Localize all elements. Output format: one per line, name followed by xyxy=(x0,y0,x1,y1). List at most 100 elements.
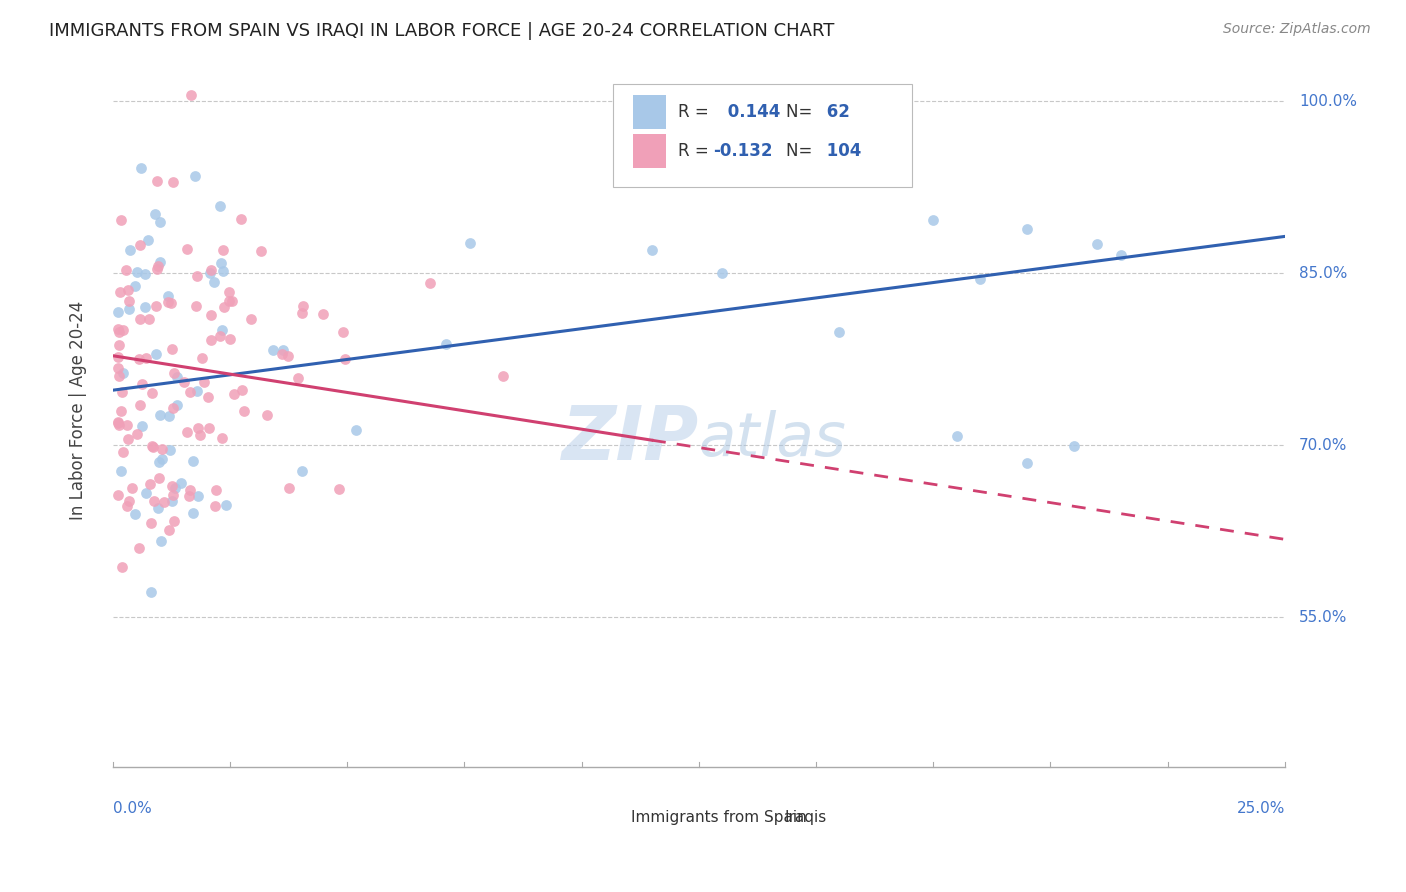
Point xyxy=(160,478,183,492)
Point xyxy=(205,483,228,498)
Point xyxy=(221,293,243,308)
Point xyxy=(212,264,235,278)
Point xyxy=(200,308,222,322)
Point xyxy=(117,283,139,297)
Text: Iraqis: Iraqis xyxy=(785,810,827,825)
Text: -0.132: -0.132 xyxy=(713,142,772,161)
Point xyxy=(108,418,131,433)
Text: 70.0%: 70.0% xyxy=(1299,438,1347,453)
Point xyxy=(278,481,301,495)
Point xyxy=(108,285,131,299)
Point xyxy=(142,440,165,454)
Point xyxy=(150,442,173,456)
Point xyxy=(124,279,146,293)
Point xyxy=(118,494,141,508)
Point xyxy=(287,371,309,385)
Point xyxy=(149,215,172,229)
Point xyxy=(212,300,235,314)
Point xyxy=(922,213,945,227)
Point xyxy=(159,442,181,457)
Text: 62: 62 xyxy=(821,103,849,121)
Point xyxy=(162,487,184,501)
Point xyxy=(128,352,150,367)
Point xyxy=(128,541,150,555)
FancyBboxPatch shape xyxy=(633,134,666,169)
Point xyxy=(333,351,356,366)
Point xyxy=(1015,221,1038,235)
Point xyxy=(211,431,233,445)
FancyBboxPatch shape xyxy=(613,84,912,186)
Point xyxy=(117,417,139,432)
Point xyxy=(166,397,188,411)
FancyBboxPatch shape xyxy=(756,804,775,832)
Point xyxy=(419,277,441,291)
Point xyxy=(218,293,240,308)
Point xyxy=(186,384,208,399)
Point xyxy=(176,425,198,439)
Point xyxy=(107,368,129,383)
Point xyxy=(1109,247,1132,261)
Point xyxy=(146,500,169,515)
Point xyxy=(128,312,150,326)
Point xyxy=(292,299,315,313)
Text: R =: R = xyxy=(678,103,714,121)
Point xyxy=(215,498,238,512)
Text: 85.0%: 85.0% xyxy=(1299,266,1347,281)
Point xyxy=(111,560,134,574)
Text: Source: ZipAtlas.com: Source: ZipAtlas.com xyxy=(1223,22,1371,37)
Point xyxy=(188,427,211,442)
Point xyxy=(148,471,170,485)
Point xyxy=(108,337,131,351)
Point xyxy=(138,311,160,326)
Point xyxy=(197,391,219,405)
Point xyxy=(110,404,132,418)
Point xyxy=(200,263,222,277)
Point xyxy=(134,267,156,281)
Point xyxy=(162,175,184,189)
Point xyxy=(181,454,204,468)
Point xyxy=(143,206,166,220)
Point xyxy=(110,464,132,478)
Point xyxy=(145,262,167,277)
Point xyxy=(111,323,134,337)
Point xyxy=(218,285,240,300)
Point xyxy=(131,418,153,433)
Point xyxy=(163,481,186,495)
Point xyxy=(163,515,186,529)
Point xyxy=(250,244,273,258)
Text: ZIP: ZIP xyxy=(561,403,699,475)
Point xyxy=(179,483,201,498)
Point xyxy=(157,289,180,303)
Point xyxy=(271,343,294,358)
Point xyxy=(163,366,186,380)
Point xyxy=(202,275,225,289)
Point xyxy=(256,408,278,422)
Point xyxy=(115,499,138,513)
FancyBboxPatch shape xyxy=(633,95,666,129)
Point xyxy=(204,499,226,513)
Point xyxy=(142,493,165,508)
Point xyxy=(107,305,129,319)
Point xyxy=(138,233,160,247)
Text: R =: R = xyxy=(678,142,714,161)
Point xyxy=(184,169,207,183)
Point xyxy=(219,332,242,346)
Point xyxy=(187,489,209,503)
Point xyxy=(149,408,172,422)
Point xyxy=(110,212,132,227)
Point xyxy=(169,475,191,490)
Text: Immigrants from Spain: Immigrants from Spain xyxy=(631,810,807,825)
Point xyxy=(191,351,214,366)
Point xyxy=(146,174,169,188)
Point xyxy=(153,495,176,509)
Point xyxy=(149,533,172,548)
Point xyxy=(328,482,350,496)
Point xyxy=(107,350,129,364)
Point xyxy=(1015,456,1038,470)
Point xyxy=(193,376,215,390)
Point xyxy=(200,266,222,280)
Point xyxy=(969,272,991,286)
Point xyxy=(139,476,162,491)
Point xyxy=(157,523,180,537)
Point xyxy=(135,351,157,365)
